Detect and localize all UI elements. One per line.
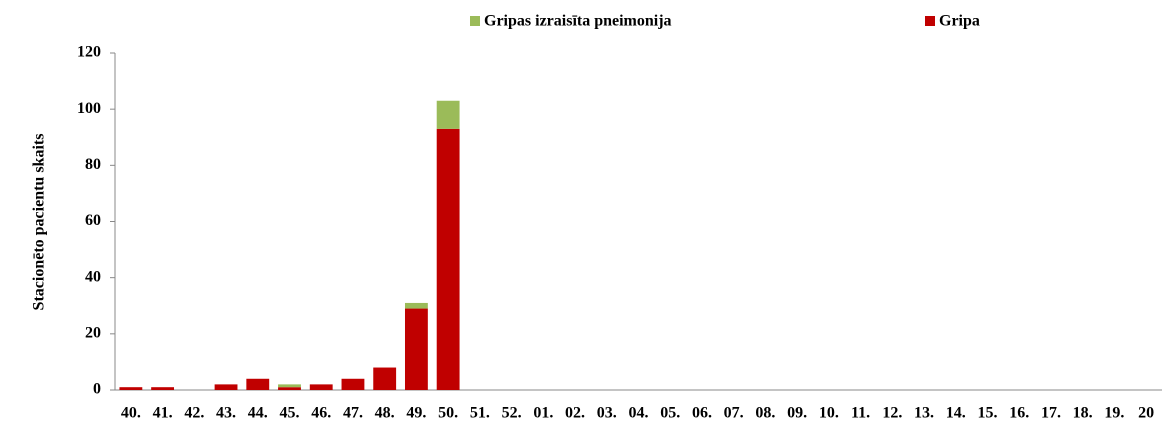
- bar-segment: [278, 387, 301, 390]
- x-tick-label: 06.: [692, 405, 712, 422]
- x-tick-label: 45.: [280, 405, 300, 422]
- bar-segment: [436, 128, 460, 390]
- x-tick-label: 10.: [819, 405, 839, 422]
- legend-label: Gripa: [939, 13, 980, 30]
- bar-segment: [278, 384, 301, 388]
- bar-segment: [214, 384, 238, 390]
- x-tick-label: 46.: [311, 405, 331, 422]
- x-tick-label: 11.: [851, 405, 870, 422]
- x-tick-label: 14.: [946, 405, 966, 422]
- bar-segment: [404, 308, 428, 390]
- x-tick-label: 44.: [248, 405, 268, 422]
- x-tick-label: 19.: [1104, 405, 1124, 422]
- bar-segment: [246, 378, 270, 390]
- x-tick-label: 13.: [914, 405, 934, 422]
- bar-segment: [151, 387, 175, 390]
- x-tick-label: 02.: [565, 405, 585, 422]
- legend-label: Gripas izraisīta pneimonija: [484, 13, 672, 30]
- bar-segment: [436, 100, 460, 129]
- x-tick-label: 18.: [1073, 405, 1093, 422]
- x-tick-label: 12.: [882, 405, 902, 422]
- y-tick-label: 120: [77, 44, 101, 61]
- x-tick-label: 03.: [597, 405, 617, 422]
- x-tick-label: 48.: [375, 405, 395, 422]
- x-tick-label: 05.: [660, 405, 680, 422]
- bar-segment: [404, 302, 428, 309]
- y-tick-label: 0: [93, 381, 101, 398]
- x-tick-label: 41.: [153, 405, 173, 422]
- x-tick-label: 20: [1138, 405, 1154, 422]
- y-tick-label: 40: [85, 268, 101, 285]
- x-tick-label: 43.: [216, 405, 236, 422]
- x-tick-label: 49.: [406, 405, 426, 422]
- x-tick-label: 40.: [121, 405, 141, 422]
- bar-segment: [309, 384, 333, 390]
- x-tick-label: 47.: [343, 405, 363, 422]
- y-tick-label: 20: [85, 325, 101, 342]
- bar-segment: [119, 387, 143, 390]
- legend-swatch: [470, 16, 480, 26]
- x-tick-label: 17.: [1041, 405, 1061, 422]
- x-tick-label: 52.: [502, 405, 522, 422]
- bar-segment: [373, 367, 397, 390]
- x-tick-label: 42.: [184, 405, 204, 422]
- x-tick-label: 04.: [629, 405, 649, 422]
- x-tick-label: 51.: [470, 405, 490, 422]
- x-tick-label: 50.: [438, 405, 458, 422]
- x-tick-label: 16.: [1009, 405, 1029, 422]
- y-tick-label: 80: [85, 156, 101, 173]
- x-tick-label: 08.: [755, 405, 775, 422]
- legend-swatch: [925, 16, 935, 26]
- y-axis-label: Stacionēto pacientu skaits: [31, 134, 48, 311]
- y-tick-label: 100: [77, 100, 101, 117]
- y-tick-label: 60: [85, 212, 101, 229]
- x-tick-label: 15.: [978, 405, 998, 422]
- x-tick-label: 09.: [787, 405, 807, 422]
- x-tick-label: 01.: [533, 405, 553, 422]
- x-tick-label: 07.: [724, 405, 744, 422]
- bar-segment: [341, 378, 365, 390]
